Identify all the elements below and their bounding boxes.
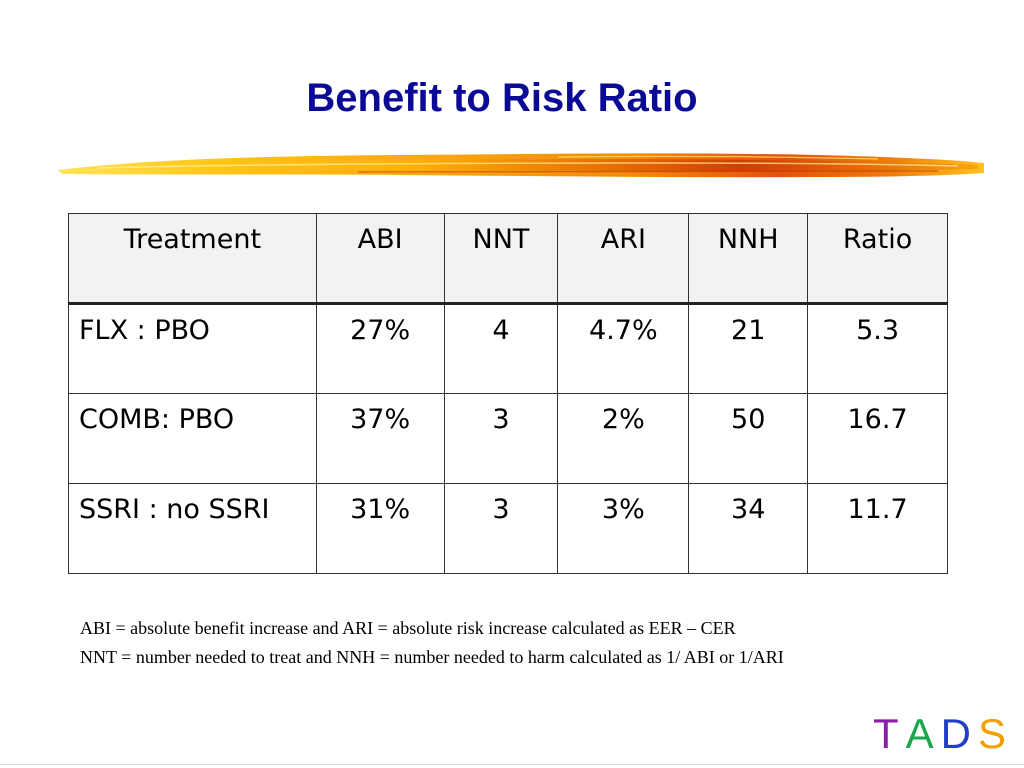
footnote-line: NNT = number needed to treat and NNH = n… [80,647,784,667]
cell-ari: 2% [557,393,690,484]
bottom-divider [0,764,1024,765]
cell-treatment: FLX : PBO [68,303,317,394]
header-treatment: Treatment [68,213,317,305]
logo-letter-a: A [905,710,934,757]
header-ari: ARI [557,213,690,305]
slide-title: Benefit to Risk Ratio [306,76,698,120]
cell-nnt: 4 [443,303,559,394]
cell-ratio: 11.7 [807,483,948,574]
cell-nnh: 34 [688,483,809,574]
footnotes: ABI = absolute benefit increase and ARI … [80,614,1000,672]
header-abi: ABI [315,213,445,305]
cell-nnt: 3 [443,393,559,484]
cell-treatment: COMB: PBO [68,393,317,484]
header-nnh: NNH [688,213,809,305]
cell-treatment: SSRI : no SSRI [68,483,317,574]
cell-nnt: 3 [443,483,559,574]
logo-letter-d: D [940,710,971,757]
brush-stroke-divider [58,153,984,178]
table-header-row: Treatment ABI NNT ARI NNH Ratio [68,213,948,305]
table-row: COMB: PBO 37% 3 2% 50 16.7 [68,393,948,484]
benefit-risk-table: Treatment ABI NNT ARI NNH Ratio FLX : PB… [68,213,948,574]
cell-ari: 3% [557,483,690,574]
cell-nnh: 21 [688,303,809,394]
header-ratio: Ratio [807,213,948,305]
cell-ari: 4.7% [557,303,690,394]
cell-ratio: 5.3 [807,303,948,394]
cell-nnh: 50 [688,393,809,484]
logo-letter-t: T [872,710,899,757]
cell-abi: 31% [315,483,445,574]
cell-abi: 27% [315,303,445,394]
table-row: FLX : PBO 27% 4 4.7% 21 5.3 [68,303,948,394]
header-nnt: NNT [443,213,559,305]
table-row: SSRI : no SSRI 31% 3 3% 34 11.7 [68,483,948,574]
cell-abi: 37% [315,393,445,484]
cell-ratio: 16.7 [807,393,948,484]
logo-letter-s: S [977,710,1006,757]
footnote-line: ABI = absolute benefit increase and ARI … [80,618,736,638]
